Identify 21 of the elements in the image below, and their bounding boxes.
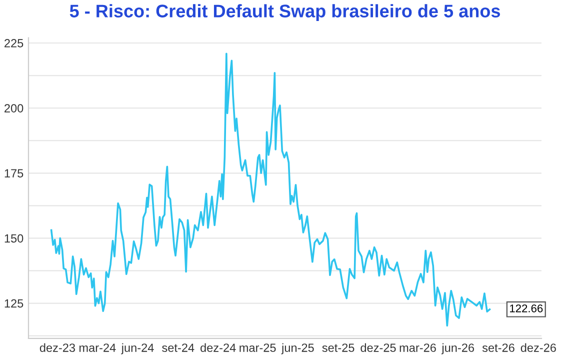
x-tick-label: jun-26	[441, 343, 474, 354]
y-tick-label: 225	[4, 39, 24, 48]
y-tick-label: 150	[4, 234, 24, 243]
y-tick-label: 125	[4, 299, 24, 308]
y-tick-label: 200	[4, 104, 24, 112]
x-tick-label: set-25	[322, 344, 354, 352]
x-tick-label: set-24	[162, 344, 194, 352]
x-tick-label: dez-23	[40, 343, 75, 352]
x-tick-label: mar-25	[240, 344, 276, 352]
y-tick-label: 175	[4, 169, 24, 178]
annotation: 122.66	[510, 304, 543, 312]
x-tick-label: dez-24	[200, 343, 236, 352]
x-tick-label: set-26	[482, 344, 514, 352]
chart-title: 5 - Risco: Credit Default Swap brasileiro de 5 anos	[70, 4, 500, 22]
x-tick-label: dez-25	[360, 343, 396, 352]
line-series	[50, 52, 491, 327]
x-tick-label: dez-26	[520, 343, 556, 352]
x-tick-label: jun-25	[281, 343, 314, 354]
x-tick-label: jun-24	[121, 343, 154, 354]
x-tick-label: mar-26	[400, 344, 436, 352]
x-tick-label: mar-24	[79, 344, 116, 352]
